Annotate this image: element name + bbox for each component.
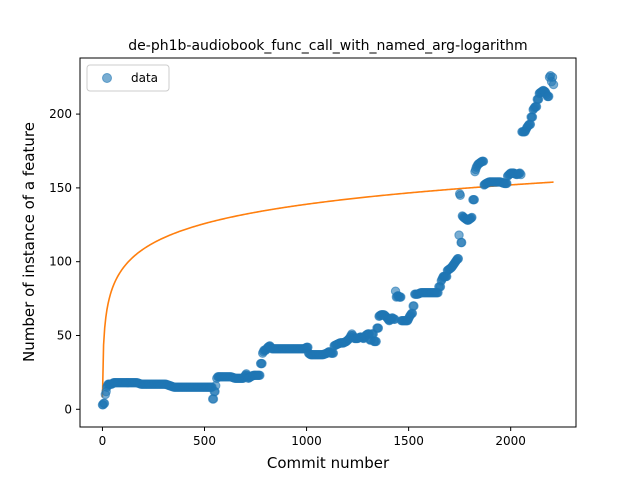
y-axis-label: Number of instance of a feature [20, 122, 38, 362]
data-point [478, 156, 489, 167]
data-points-layer [97, 71, 559, 410]
x-axis-label: Commit number [267, 454, 390, 472]
data-point [373, 323, 384, 333]
y-tick-label: 0 [64, 402, 72, 416]
fit-curve-layer [101, 181, 554, 398]
data-point [453, 254, 464, 264]
legend: data [86, 64, 170, 92]
data-point [516, 169, 526, 180]
data-point [455, 190, 465, 200]
x-tick-label: 0 [99, 434, 107, 448]
legend-box [86, 64, 170, 92]
plot-frame [79, 57, 577, 428]
plot-area [80, 58, 576, 427]
x-tick-label: 500 [193, 434, 216, 448]
data-point [544, 91, 554, 102]
data-point [548, 79, 559, 90]
data-point [469, 195, 479, 205]
data-point [255, 370, 265, 381]
legend-marker-data [102, 73, 112, 83]
axis-ticks: 0 500 1000 1500 2000 0 50 100 150 200 [49, 107, 526, 448]
y-tick-label: 150 [49, 181, 72, 195]
y-tick-label: 200 [49, 107, 72, 121]
data-point [457, 237, 467, 248]
fit-line [101, 181, 554, 398]
data-point [467, 212, 477, 223]
y-tick-label: 100 [49, 255, 72, 269]
data-point [99, 398, 110, 409]
y-tick-label: 50 [57, 328, 72, 342]
legend-label-data: data [131, 71, 158, 85]
data-point [257, 358, 267, 369]
data-point [371, 336, 381, 347]
data-point [396, 292, 406, 302]
data-point [409, 301, 419, 311]
x-tick-label: 1500 [393, 434, 424, 448]
x-tick-label: 2000 [495, 434, 526, 448]
chart-title: de-ph1b-audiobook_func_call_with_named_a… [128, 38, 527, 54]
x-tick-label: 1000 [291, 434, 322, 448]
